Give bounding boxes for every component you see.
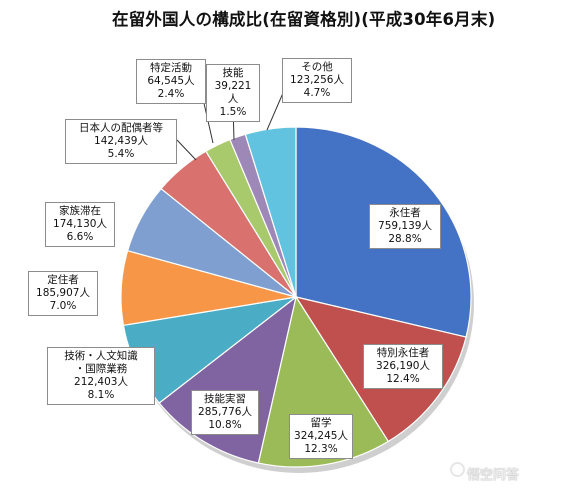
slice-percent: 4.7% <box>303 87 331 99</box>
slice-percent: 1.5% <box>219 106 247 118</box>
slice-name: 特別永住者 <box>376 347 430 359</box>
slice-value: 142,439人 <box>94 135 148 147</box>
slice-value: 174,130人 <box>53 218 107 230</box>
slice-label-9: 技能 39,221人 1.5% <box>206 64 260 122</box>
slice-value: 326,190人 <box>376 360 430 372</box>
slice-name: 永住者 <box>389 207 421 219</box>
slice-percent: 12.4% <box>386 373 420 385</box>
slice-name: 家族滞在 <box>59 205 101 217</box>
slice-name: 日本人の配偶者等 <box>79 122 163 134</box>
pie-slice-10 <box>244 126 297 298</box>
slice-value: 39,221人 <box>214 80 252 105</box>
slice-label-0: 永住者 759,139人 28.8% <box>369 204 441 249</box>
slice-name: 留学 <box>310 417 332 429</box>
slice-label-3: 技能実習 285,776人 10.8% <box>191 390 259 435</box>
slice-name: ・国際業務 <box>74 363 128 375</box>
chart-title: 在留外国人の構成比(在留資格別)(平成30年6月末) <box>112 10 496 29</box>
slice-value: 64,545人 <box>147 75 195 87</box>
slice-percent: 10.8% <box>208 419 242 431</box>
slice-label-2: 留学 324,245人 12.3% <box>289 414 353 459</box>
slice-name: その他 <box>301 61 333 73</box>
watermark-text: 悟空问答 <box>467 468 520 483</box>
slice-label-5: 定住者 185,907人 7.0% <box>28 271 98 316</box>
slice-percent: 2.4% <box>157 88 185 100</box>
slice-label-7: 日本人の配偶者等 142,439人 5.4% <box>65 119 177 164</box>
slice-label-10: その他 123,256人 4.7% <box>282 58 352 103</box>
slice-percent: 28.8% <box>388 233 422 245</box>
slice-percent: 7.0% <box>49 300 77 312</box>
slice-name: 技術・人文知識 <box>64 350 138 362</box>
slice-label-8: 特定活動 64,545人 2.4% <box>136 59 206 104</box>
slice-label-6: 家族滞在 174,130人 6.6% <box>45 202 115 247</box>
leader-line-7 <box>176 139 197 161</box>
slice-name: 特定活動 <box>150 62 192 74</box>
slice-percent: 8.1% <box>87 389 115 401</box>
slice-name: 技能 <box>222 67 244 79</box>
watermark-icon <box>450 462 465 477</box>
slice-name: 技能実習 <box>204 393 246 405</box>
slice-percent: 12.3% <box>304 443 338 455</box>
leader-line-10 <box>266 92 284 131</box>
slice-name: 定住者 <box>47 274 79 286</box>
slice-value: 324,245人 <box>294 430 348 442</box>
slice-value: 759,139人 <box>378 220 432 232</box>
slice-value: 123,256人 <box>290 74 344 86</box>
slice-value: 212,403人 <box>74 376 128 388</box>
slice-value: 285,776人 <box>198 406 252 418</box>
slice-label-1: 特別永住者 326,190人 12.4% <box>363 344 443 389</box>
slice-percent: 5.4% <box>107 148 135 160</box>
slice-value: 185,907人 <box>36 287 90 299</box>
slice-percent: 6.6% <box>66 231 94 243</box>
slice-label-4: 技術・人文知識 ・国際業務 212,403人 8.1% <box>47 347 155 405</box>
